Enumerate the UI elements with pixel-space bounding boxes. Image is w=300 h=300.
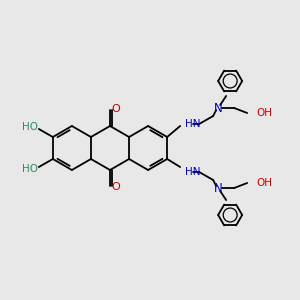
Text: OH: OH <box>256 178 272 188</box>
Text: HN: HN <box>185 119 201 129</box>
Text: N: N <box>214 101 223 115</box>
Text: OH: OH <box>256 108 272 118</box>
Text: O: O <box>112 182 120 192</box>
Text: N: N <box>214 182 223 194</box>
Text: HO: HO <box>22 122 38 132</box>
Text: HN: HN <box>185 167 201 177</box>
Text: O: O <box>112 104 120 114</box>
Text: HO: HO <box>22 164 38 174</box>
